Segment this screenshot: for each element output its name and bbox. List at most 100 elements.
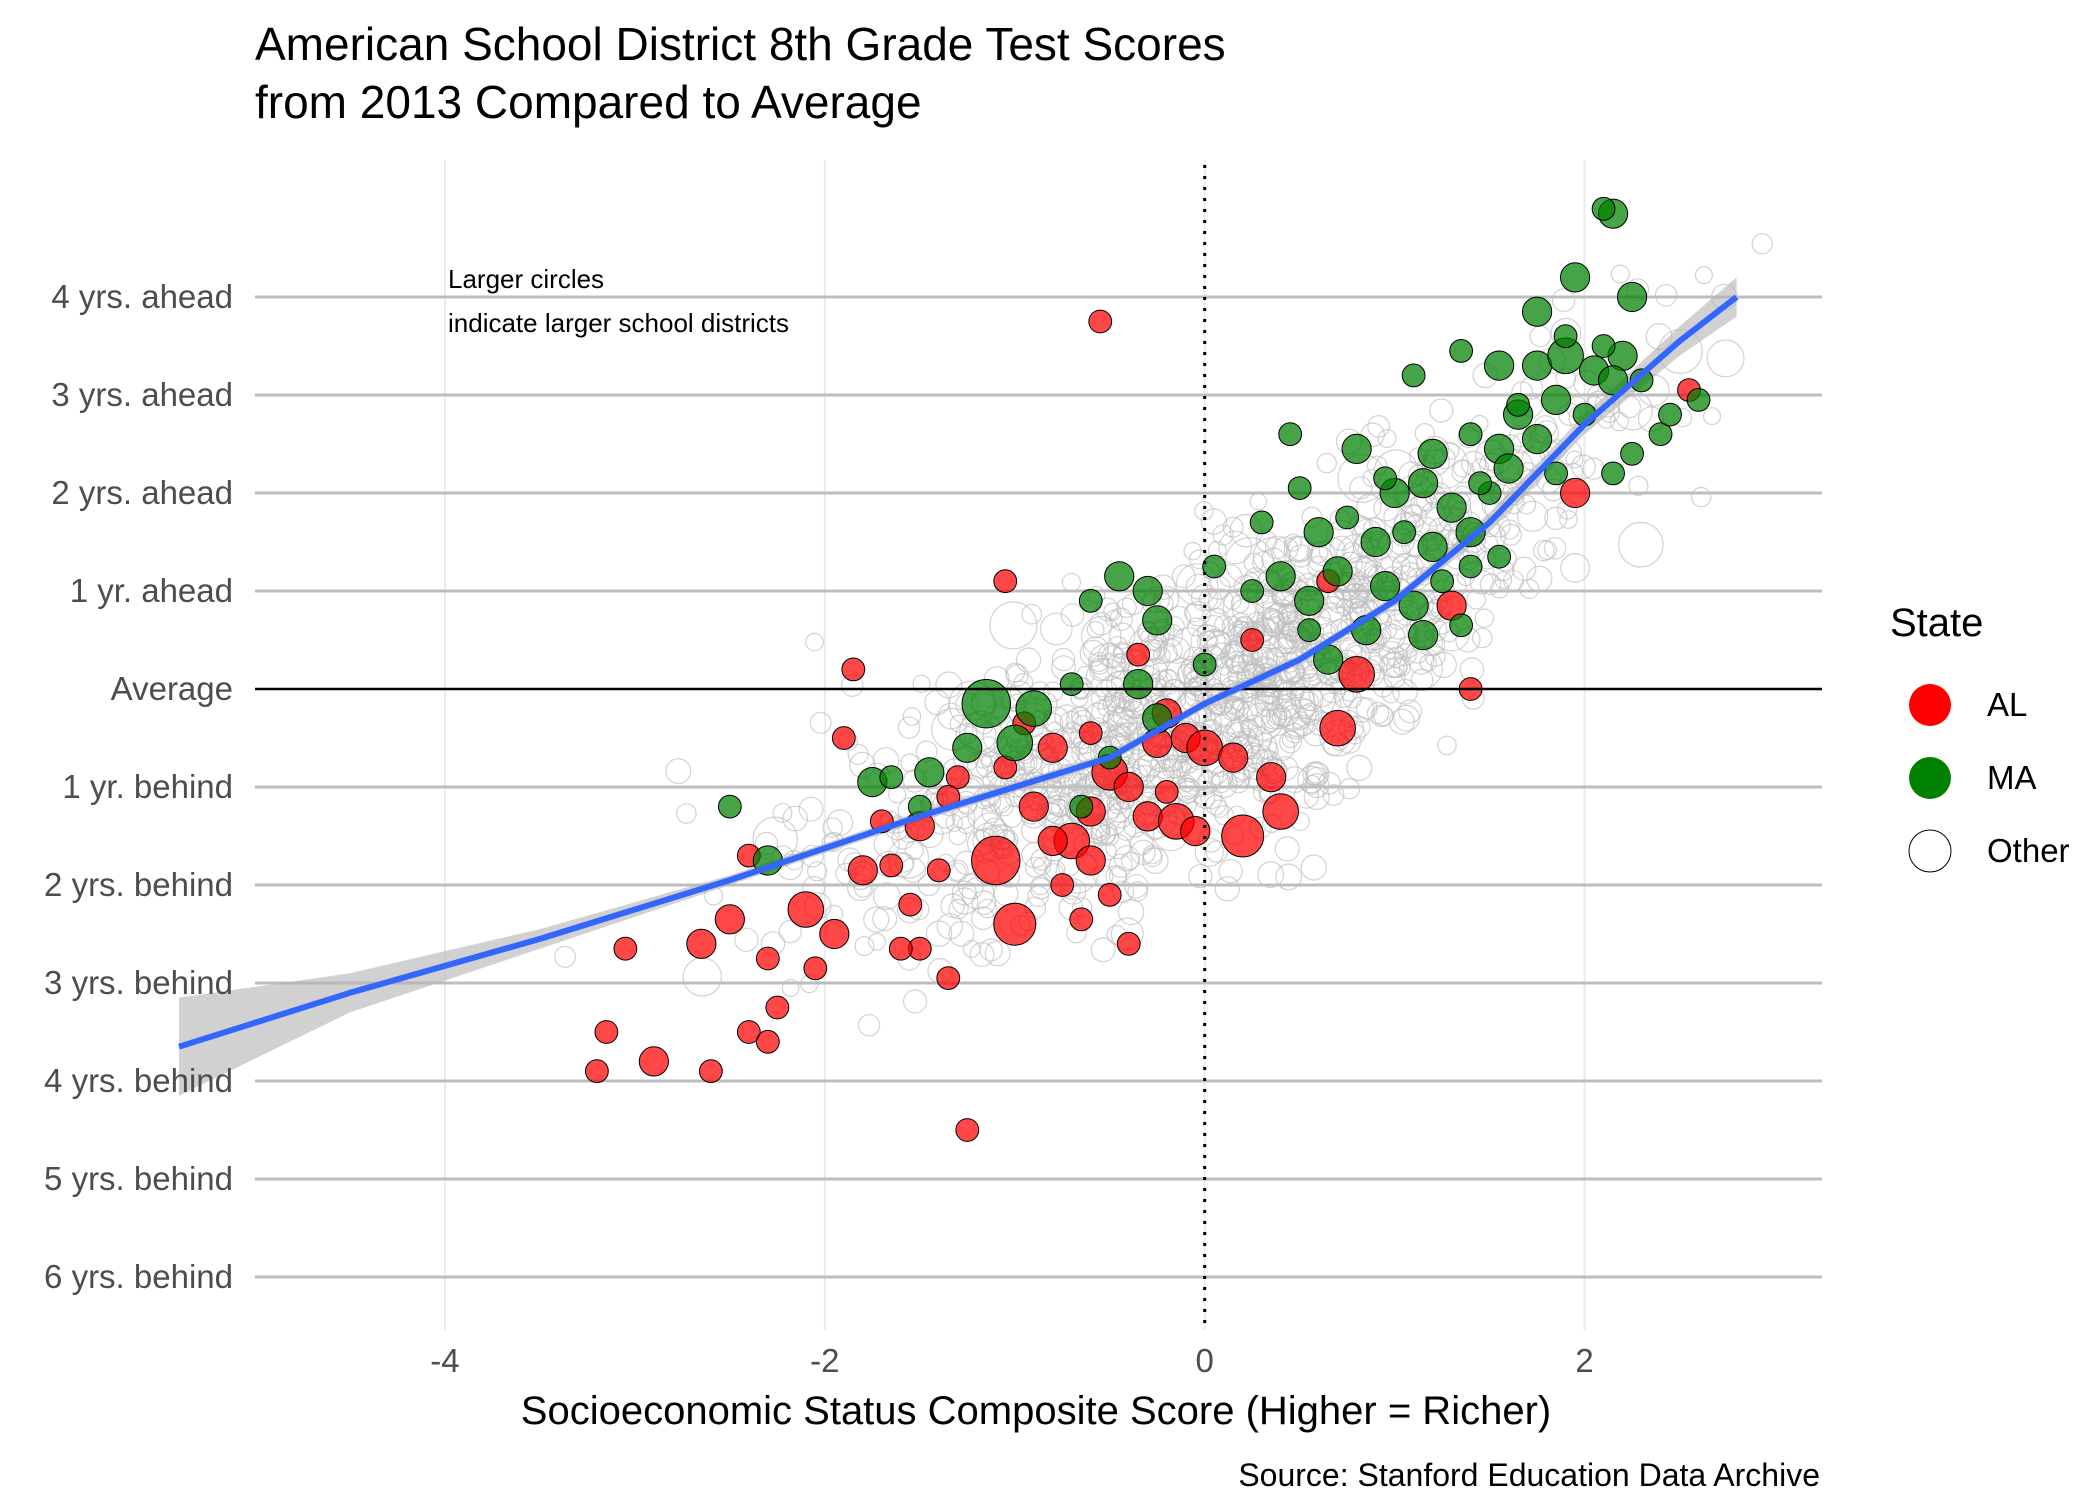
other-point: [1224, 639, 1244, 660]
other-point: [1419, 654, 1437, 672]
al-point-40: [1221, 814, 1265, 858]
al-point-9: [831, 726, 856, 750]
other-point: [969, 942, 995, 968]
y-tick-label-5: 1 yr. behind: [62, 768, 233, 805]
other-point: [1205, 840, 1228, 863]
ma-point-40: [1487, 544, 1512, 569]
other-point: [1088, 657, 1113, 682]
other-point: [904, 840, 924, 861]
other-point: [1222, 591, 1242, 611]
ma-point-2: [1559, 262, 1591, 293]
other-point: [1171, 564, 1196, 589]
ma-point-78: [1468, 471, 1493, 496]
ma-point-73: [1458, 554, 1483, 579]
other-point: [1230, 594, 1250, 614]
ma-point-74: [1430, 569, 1455, 594]
al-point-39: [1218, 742, 1249, 773]
other-point: [1218, 530, 1253, 565]
al-point-20: [594, 1020, 619, 1044]
other-point: [1560, 553, 1590, 583]
other-point: [1256, 607, 1286, 637]
other-point: [1299, 660, 1318, 680]
other-point: [1106, 653, 1133, 680]
other-point: [1268, 707, 1288, 727]
al-point-0: [1088, 309, 1113, 334]
other-point: [1222, 516, 1244, 538]
other-point: [977, 898, 998, 919]
ma-point-44: [1294, 585, 1325, 616]
other-point: [1342, 582, 1368, 609]
other-point: [1274, 836, 1300, 862]
ma-point-24: [1417, 438, 1448, 469]
other-point: [1372, 677, 1393, 698]
other-point: [1367, 415, 1390, 438]
y-tick-label-10: 6 yrs. behind: [44, 1258, 233, 1295]
ma-point-53: [1132, 575, 1163, 607]
other-point: [1271, 694, 1297, 721]
al-point-65: [1240, 628, 1265, 652]
other-point: [1108, 622, 1136, 650]
other-point: [805, 632, 824, 652]
y-tick-labels: 4 yrs. ahead 3 yrs. ahead 2 yrs. ahead 1 yr…: [44, 278, 233, 1295]
other-point: [863, 906, 890, 933]
other-point: [1109, 607, 1133, 631]
legend-label-al: AL: [1987, 686, 2027, 723]
other-point: [1214, 876, 1241, 902]
legend-key-al: [1909, 684, 1951, 726]
ma-point-81: [1591, 334, 1616, 358]
al-point-35: [1132, 801, 1163, 832]
y-tick-label-2: 2 yrs. ahead: [51, 474, 233, 511]
other-point: [778, 919, 802, 944]
legend: State AL MA Other: [1890, 601, 2070, 873]
al-point-4: [1338, 656, 1375, 693]
other-point: [1303, 783, 1330, 811]
ma-point-3: [1616, 281, 1648, 313]
other-point: [1214, 615, 1234, 635]
other-point: [1437, 735, 1457, 756]
other-point: [1154, 759, 1175, 780]
other-point: [1373, 705, 1394, 727]
other-point: [872, 906, 898, 932]
other-point: [822, 817, 843, 838]
other-point: [1751, 233, 1773, 255]
other-point: [1533, 539, 1555, 562]
al-point-57: [1037, 825, 1068, 857]
ma-point-45: [1265, 561, 1296, 592]
ma-point-64: [914, 757, 945, 788]
other-point: [925, 920, 953, 947]
other-point: [1474, 608, 1495, 628]
other-point: [665, 758, 692, 785]
other-point: [553, 945, 576, 968]
other-point: [958, 873, 984, 900]
other-point: [1021, 603, 1043, 625]
other-point: [1393, 658, 1412, 677]
x-tick-labels: -4 -2 0 2: [430, 1342, 1593, 1379]
ma-point-36: [1303, 517, 1334, 548]
other-point: [1289, 673, 1337, 721]
other-point: [1391, 553, 1419, 580]
ma-point-27: [1408, 468, 1439, 499]
other-point: [857, 1014, 881, 1037]
legend-key-ma: [1909, 757, 1951, 799]
other-point: [1142, 846, 1163, 868]
other-point: [676, 803, 697, 824]
other-point: [902, 989, 928, 1014]
other-point: [1702, 407, 1721, 426]
other-point: [1060, 603, 1085, 627]
other-point: [1281, 730, 1300, 749]
other-point: [1429, 398, 1454, 423]
other-point: [935, 671, 963, 699]
al-point-24: [613, 936, 638, 961]
other-point: [1262, 610, 1285, 632]
state-district-points: [584, 196, 1711, 1142]
ma-point-31: [1544, 461, 1568, 486]
other-point: [1090, 937, 1116, 963]
ma-point-57: [1123, 669, 1154, 700]
other-point: [1278, 607, 1297, 626]
other-point: [1393, 643, 1417, 667]
other-point: [1316, 452, 1338, 474]
al-point-48: [945, 765, 970, 790]
other-point: [937, 702, 965, 730]
ma-point-77: [1373, 466, 1398, 491]
